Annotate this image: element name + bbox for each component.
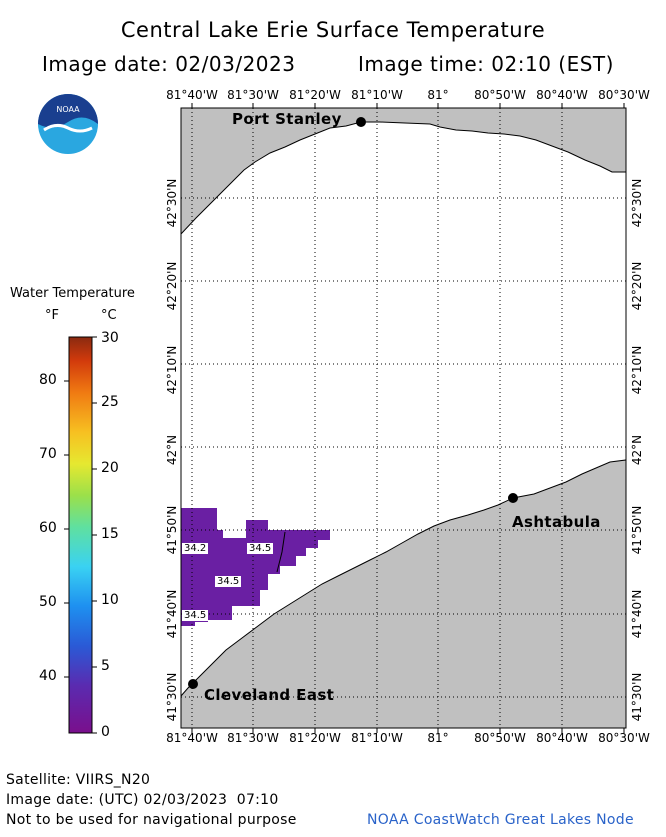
lat-tick-left: 41°30'N — [165, 672, 179, 722]
legend-c-tick: 10 — [101, 592, 119, 608]
legend-unit-fahrenheit: °F — [45, 308, 59, 323]
graticule — [181, 108, 626, 728]
lat-tick-right: 42°10'N — [630, 345, 644, 395]
city-label-port-stanley: Port Stanley — [232, 110, 342, 128]
lat-tick-left: 42°N — [165, 434, 179, 466]
lon-tick-top: 81°30'W — [227, 88, 279, 102]
lat-tick-left: 41°50'N — [165, 505, 179, 555]
map-frame — [180, 107, 627, 729]
lat-tick-right: 41°30'N — [630, 672, 644, 722]
lat-tick-left: 41°40'N — [165, 589, 179, 639]
legend-title: Water Temperature — [10, 286, 135, 301]
legend-unit-celsius: °C — [101, 308, 117, 323]
lat-tick-right: 42°20'N — [630, 261, 644, 311]
lat-tick-right: 42°30'N — [630, 178, 644, 228]
lat-tick-right: 41°40'N — [630, 589, 644, 639]
fine-coast-line — [276, 531, 286, 573]
lon-tick-top: 81° — [427, 88, 449, 102]
temp-label: 34.5 — [215, 576, 242, 587]
lon-tick-bottom: 81°10'W — [351, 731, 403, 745]
lat-tick-right: 42°N — [630, 434, 644, 466]
tick-marks — [191, 103, 625, 733]
south-land — [180, 459, 627, 729]
temp-label: 34.5 — [182, 610, 209, 621]
footer-disclaimer: Not to be used for navigational purpose — [6, 812, 297, 828]
noaa-logo: NOAA — [38, 94, 98, 154]
lon-tick-bottom: 80°30'W — [598, 731, 650, 745]
lon-tick-top: 80°30'W — [598, 88, 650, 102]
port-stanley-marker — [356, 117, 366, 127]
map-title: Central Lake Erie Surface Temperature — [120, 18, 546, 42]
legend-f-tick: 50 — [39, 594, 57, 610]
temperature-color-bar — [68, 336, 93, 734]
lon-tick-top: 80°50'W — [474, 88, 526, 102]
temp-label: 34.5 — [247, 543, 274, 554]
lat-tick-left: 42°20'N — [165, 261, 179, 311]
lon-tick-top: 80°40'W — [536, 88, 588, 102]
footer-satellite: Satellite: VIIRS_N20 — [6, 772, 151, 788]
lon-tick-top: 81°10'W — [351, 88, 403, 102]
legend-c-tick: 5 — [101, 658, 110, 674]
legend-f-tick: 70 — [39, 446, 57, 462]
legend-c-tick: 20 — [101, 460, 119, 476]
cold-water-pixels — [181, 508, 330, 628]
lon-tick-top: 81°20'W — [289, 88, 341, 102]
legend-f-tick: 80 — [39, 372, 57, 388]
footer-credit-link[interactable]: NOAA CoastWatch Great Lakes Node — [367, 812, 634, 828]
legend-c-tick: 15 — [101, 526, 119, 542]
footer-utc-date: Image date: (UTC) 02/03/2023 07:10 — [6, 792, 279, 808]
lon-tick-bottom: 80°40'W — [536, 731, 588, 745]
city-label-ashtabula: Ashtabula — [512, 513, 601, 531]
image-date: Image date: 02/03/2023 — [42, 52, 296, 76]
lat-tick-left: 42°30'N — [165, 178, 179, 228]
city-label-cleveland-east: Cleveland East — [204, 686, 335, 704]
lon-tick-bottom: 81°40'W — [166, 731, 218, 745]
lon-tick-bottom: 81° — [427, 731, 449, 745]
ashtabula-marker — [508, 493, 518, 503]
legend-f-tick: 60 — [39, 520, 57, 536]
legend-c-tick: 0 — [101, 724, 110, 740]
lon-tick-top: 81°40'W — [166, 88, 218, 102]
cleveland-east-marker — [188, 679, 198, 689]
lat-tick-left: 42°10'N — [165, 345, 179, 395]
color-bar-ticks — [64, 336, 97, 734]
lon-tick-bottom: 81°30'W — [227, 731, 279, 745]
legend-c-tick: 25 — [101, 394, 119, 410]
image-time: Image time: 02:10 (EST) — [358, 52, 614, 76]
legend-f-tick: 40 — [39, 668, 57, 684]
noaa-logo-text: NOAA — [56, 105, 80, 114]
lon-tick-bottom: 81°20'W — [289, 731, 341, 745]
lon-tick-bottom: 80°50'W — [474, 731, 526, 745]
north-land — [180, 107, 627, 236]
lat-tick-right: 41°50'N — [630, 505, 644, 555]
legend-c-tick: 30 — [101, 330, 119, 346]
temp-label: 34.2 — [182, 543, 209, 554]
